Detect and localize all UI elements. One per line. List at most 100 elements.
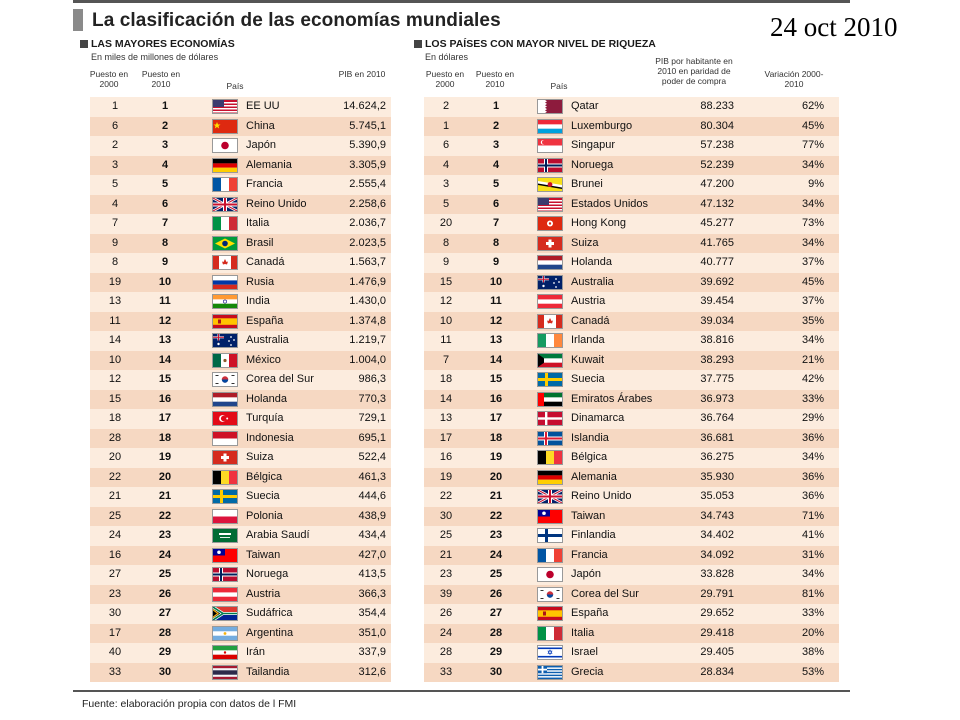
variation: 81% bbox=[801, 587, 824, 600]
value: 1.476,9 bbox=[349, 275, 386, 288]
value: 52.239 bbox=[700, 158, 734, 171]
saudi-flag-icon bbox=[212, 528, 238, 543]
rank-2010: 19 bbox=[489, 451, 503, 463]
italy-flag-icon bbox=[212, 216, 238, 231]
rank-2010: 8 bbox=[161, 236, 169, 249]
table-row: 19 10 Rusia 1.476,9 bbox=[90, 272, 391, 292]
country-name: Estados Unidos bbox=[571, 197, 649, 210]
country-name: Australia bbox=[246, 334, 289, 346]
table-row: 11 13 Irlanda 38.816 34% bbox=[424, 331, 839, 351]
variation: 29% bbox=[801, 412, 824, 424]
value: 2.023,5 bbox=[349, 236, 386, 249]
country-name: Sudáfrica bbox=[246, 607, 293, 619]
uk-flag-icon bbox=[537, 489, 563, 504]
rank-2000: 40 bbox=[108, 646, 122, 658]
table-row: 4 6 Reino Unido 2.258,6 bbox=[90, 194, 391, 214]
indonesia-flag-icon bbox=[212, 430, 238, 446]
rank-2000: 3 bbox=[442, 178, 450, 190]
rank-2010: 12 bbox=[489, 314, 503, 327]
country-name: Holanda bbox=[571, 256, 612, 268]
value: 29.405 bbox=[700, 646, 734, 658]
israel-flag-icon bbox=[537, 645, 563, 660]
variation: 41% bbox=[801, 529, 824, 541]
country-name: Bélgica bbox=[571, 451, 608, 463]
country-name: Noruega bbox=[246, 568, 289, 580]
variation: 35% bbox=[801, 314, 824, 327]
largest-economies-subtitle: En miles de millones de dólares bbox=[91, 52, 219, 62]
country-name: Suecia bbox=[246, 490, 280, 502]
col-header-rank-2010: Puesto en 2010 bbox=[141, 69, 181, 89]
country-name: Japón bbox=[246, 139, 276, 151]
table-row: 1 1 EE UU 14.624,2 bbox=[90, 97, 391, 117]
value: 2.258,6 bbox=[349, 197, 386, 210]
rank-2010: 14 bbox=[158, 353, 172, 366]
country-name: Reino Unido bbox=[571, 490, 632, 502]
value: 35.053 bbox=[700, 490, 734, 502]
netherlands-flag-icon bbox=[212, 391, 238, 407]
table-row: 26 27 España 29.652 33% bbox=[424, 604, 839, 624]
rank-2000: 2 bbox=[111, 139, 119, 151]
value: 29.652 bbox=[700, 607, 734, 619]
rank-2010: 6 bbox=[492, 197, 500, 210]
rank-2010: 11 bbox=[159, 295, 171, 307]
variation: 37% bbox=[801, 256, 824, 268]
canada-flag-icon bbox=[537, 313, 563, 329]
rank-2010: 20 bbox=[158, 470, 172, 483]
netherlands-flag-icon bbox=[537, 255, 563, 270]
rank-2000: 33 bbox=[439, 665, 453, 678]
rank-2000: 4 bbox=[111, 197, 119, 210]
value: 88.233 bbox=[700, 100, 734, 112]
country-name: Corea del Sur bbox=[571, 587, 639, 600]
country-name: Luxemburgo bbox=[571, 119, 633, 132]
col-header-gdp: PIB en 2010 bbox=[338, 69, 386, 79]
value: 5.745,1 bbox=[349, 119, 386, 132]
variation: 71% bbox=[801, 509, 824, 522]
country-name: México bbox=[246, 353, 281, 366]
rank-2000: 22 bbox=[108, 470, 122, 483]
table-row: 27 25 Noruega 413,5 bbox=[90, 565, 391, 585]
variation: 34% bbox=[801, 451, 824, 463]
value: 5.390,9 bbox=[349, 139, 386, 151]
rank-2000: 25 bbox=[439, 529, 453, 541]
rank-2000: 12 bbox=[439, 295, 453, 307]
japan-flag-icon bbox=[537, 567, 563, 582]
table-row: 22 21 Reino Unido 35.053 36% bbox=[424, 487, 839, 507]
value: 1.374,8 bbox=[349, 314, 386, 327]
table-row: 24 28 Italia 29.418 20% bbox=[424, 623, 839, 643]
richest-countries-panel: LOS PAÍSES CON MAYOR NIVEL DE RIQUEZA En… bbox=[414, 36, 839, 682]
country-name: Bélgica bbox=[246, 470, 283, 483]
value: 38.293 bbox=[700, 353, 734, 366]
table-row: 7 7 Italia 2.036,7 bbox=[90, 214, 391, 234]
country-name: Holanda bbox=[246, 392, 287, 405]
table-row: 2 1 Qatar 88.233 62% bbox=[424, 97, 839, 117]
largest-economies-header: LAS MAYORES ECONOMÍAS En miles de millon… bbox=[80, 36, 391, 93]
rank-2000: 15 bbox=[439, 275, 453, 288]
largest-economies-table: 1 1 EE UU 14.624,2 6 2 China 5.745,1 2 3 Japón 5.39… bbox=[90, 97, 391, 682]
value: 39.454 bbox=[700, 295, 734, 307]
rank-2000: 33 bbox=[108, 665, 122, 678]
country-name: Francia bbox=[571, 548, 608, 561]
col-header-rank-2000: Puesto en 2000 bbox=[89, 69, 129, 89]
table-row: 40 29 Irán 337,9 bbox=[90, 643, 391, 663]
rank-2010: 10 bbox=[158, 275, 172, 288]
taiwan-flag-icon bbox=[537, 508, 563, 524]
hongkong-flag-icon bbox=[537, 216, 563, 231]
rank-2010: 9 bbox=[161, 256, 169, 268]
rank-2010: 16 bbox=[158, 392, 172, 405]
table-row: 9 9 Holanda 40.777 37% bbox=[424, 253, 839, 273]
country-name: Emiratos Árabes bbox=[571, 392, 653, 405]
brazil-flag-icon bbox=[212, 235, 238, 251]
value: 3.305,9 bbox=[349, 158, 386, 171]
country-name: Taiwan bbox=[246, 548, 281, 561]
mexico-flag-icon bbox=[212, 352, 238, 368]
table-row: 11 12 España 1.374,8 bbox=[90, 311, 391, 331]
rank-2010: 21 bbox=[158, 490, 172, 502]
richest-countries-title: LOS PAÍSES CON MAYOR NIVEL DE RIQUEZA bbox=[425, 38, 656, 50]
canada-flag-icon bbox=[212, 255, 238, 270]
country-name: Suecia bbox=[571, 373, 605, 385]
belgium-flag-icon bbox=[537, 450, 563, 465]
country-name: Canadá bbox=[246, 256, 285, 268]
rank-2000: 3 bbox=[111, 158, 119, 171]
rank-2000: 23 bbox=[439, 568, 453, 580]
korea-flag-icon bbox=[537, 586, 563, 602]
